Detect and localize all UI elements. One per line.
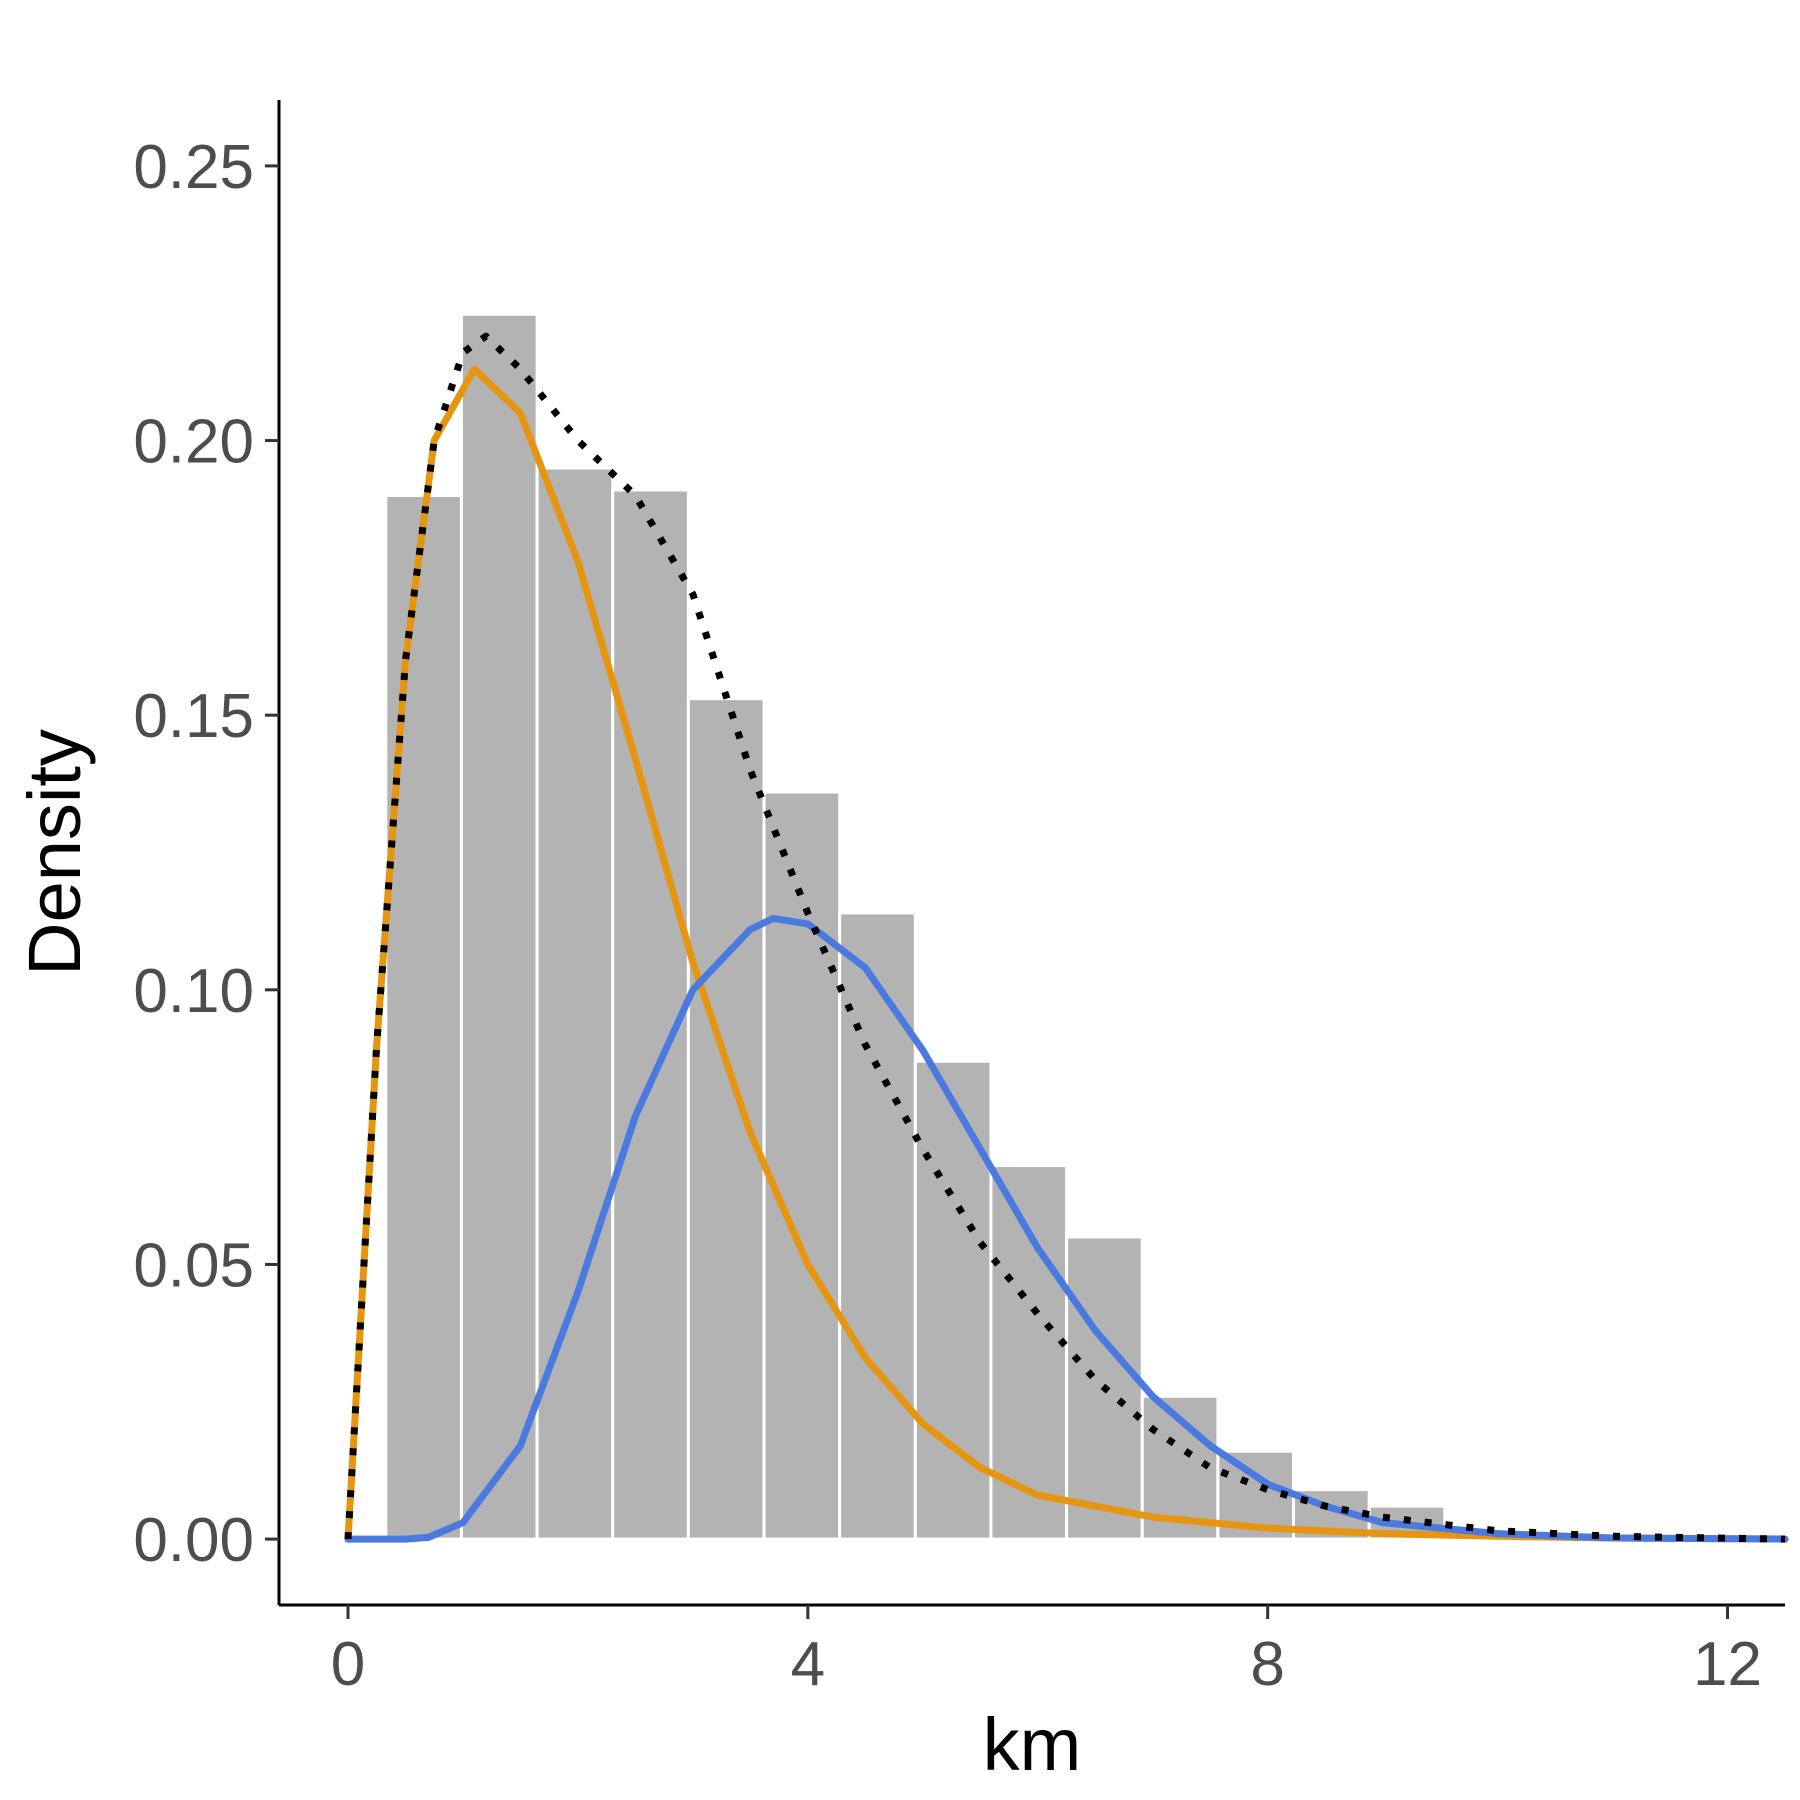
y-tick-label: 0.10 <box>133 957 254 1026</box>
histogram-bar <box>611 488 690 1541</box>
x-tick-label: 0 <box>331 1630 365 1699</box>
y-tick-label: 0.15 <box>133 682 254 751</box>
x-axis-title: km <box>983 1703 1082 1786</box>
axes: 0.00 0.05 0.10 0.15 0.20 0.25 0 4 8 12 <box>133 100 1785 1699</box>
histogram-bars <box>384 312 1447 1541</box>
density-curve-1 <box>344 365 1789 1543</box>
x-tick-label: 8 <box>1250 1630 1284 1699</box>
histogram-bar <box>459 312 539 1541</box>
histogram-bar <box>989 1164 1069 1541</box>
density-curve-3 <box>344 332 1786 1543</box>
y-axis-title: Density <box>13 729 96 976</box>
density-curve-2 <box>344 914 1789 1543</box>
y-tick-label: 0.00 <box>133 1506 254 1575</box>
x-tick-label: 4 <box>791 1630 825 1699</box>
y-tick-label: 0.05 <box>133 1231 254 1300</box>
y-tick-label: 0.25 <box>133 133 254 202</box>
x-tick-label: 12 <box>1693 1630 1762 1699</box>
density-curves <box>344 332 1789 1543</box>
y-tick-label: 0.20 <box>133 408 254 477</box>
histogram-bar <box>384 493 463 1541</box>
histogram-bar <box>686 697 766 1541</box>
histogram-bar <box>762 790 842 1541</box>
